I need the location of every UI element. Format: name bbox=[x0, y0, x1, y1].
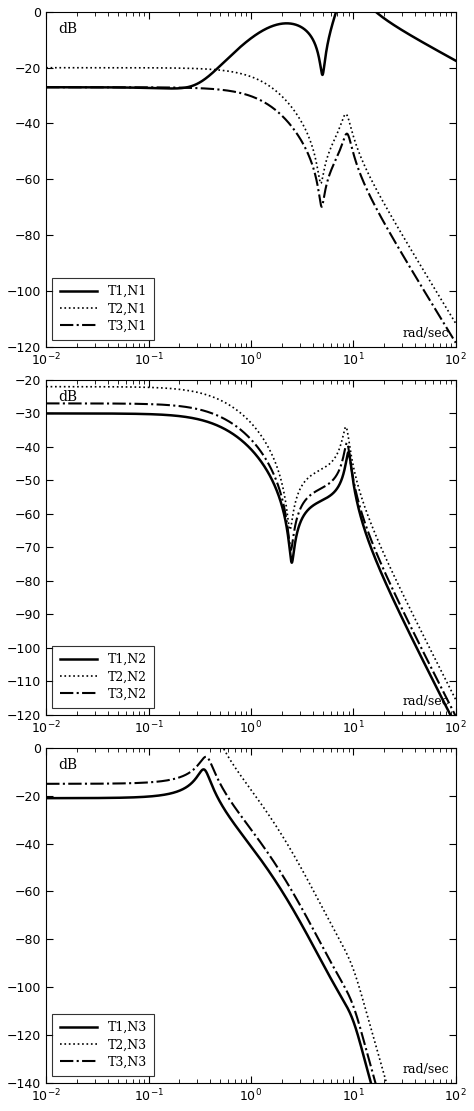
Legend: T1,N1, T2,N1, T3,N1: T1,N1, T2,N1, T3,N1 bbox=[53, 278, 154, 340]
Legend: T1,N2, T2,N2, T3,N2: T1,N2, T2,N2, T3,N2 bbox=[53, 645, 154, 709]
Text: dB: dB bbox=[58, 390, 78, 404]
Text: dB: dB bbox=[58, 758, 78, 772]
Text: rad/sec: rad/sec bbox=[403, 327, 450, 340]
Legend: T1,N3, T2,N3, T3,N3: T1,N3, T2,N3, T3,N3 bbox=[53, 1013, 154, 1077]
Text: rad/sec: rad/sec bbox=[403, 1063, 450, 1075]
Text: dB: dB bbox=[58, 22, 78, 36]
Text: rad/sec: rad/sec bbox=[403, 694, 450, 708]
